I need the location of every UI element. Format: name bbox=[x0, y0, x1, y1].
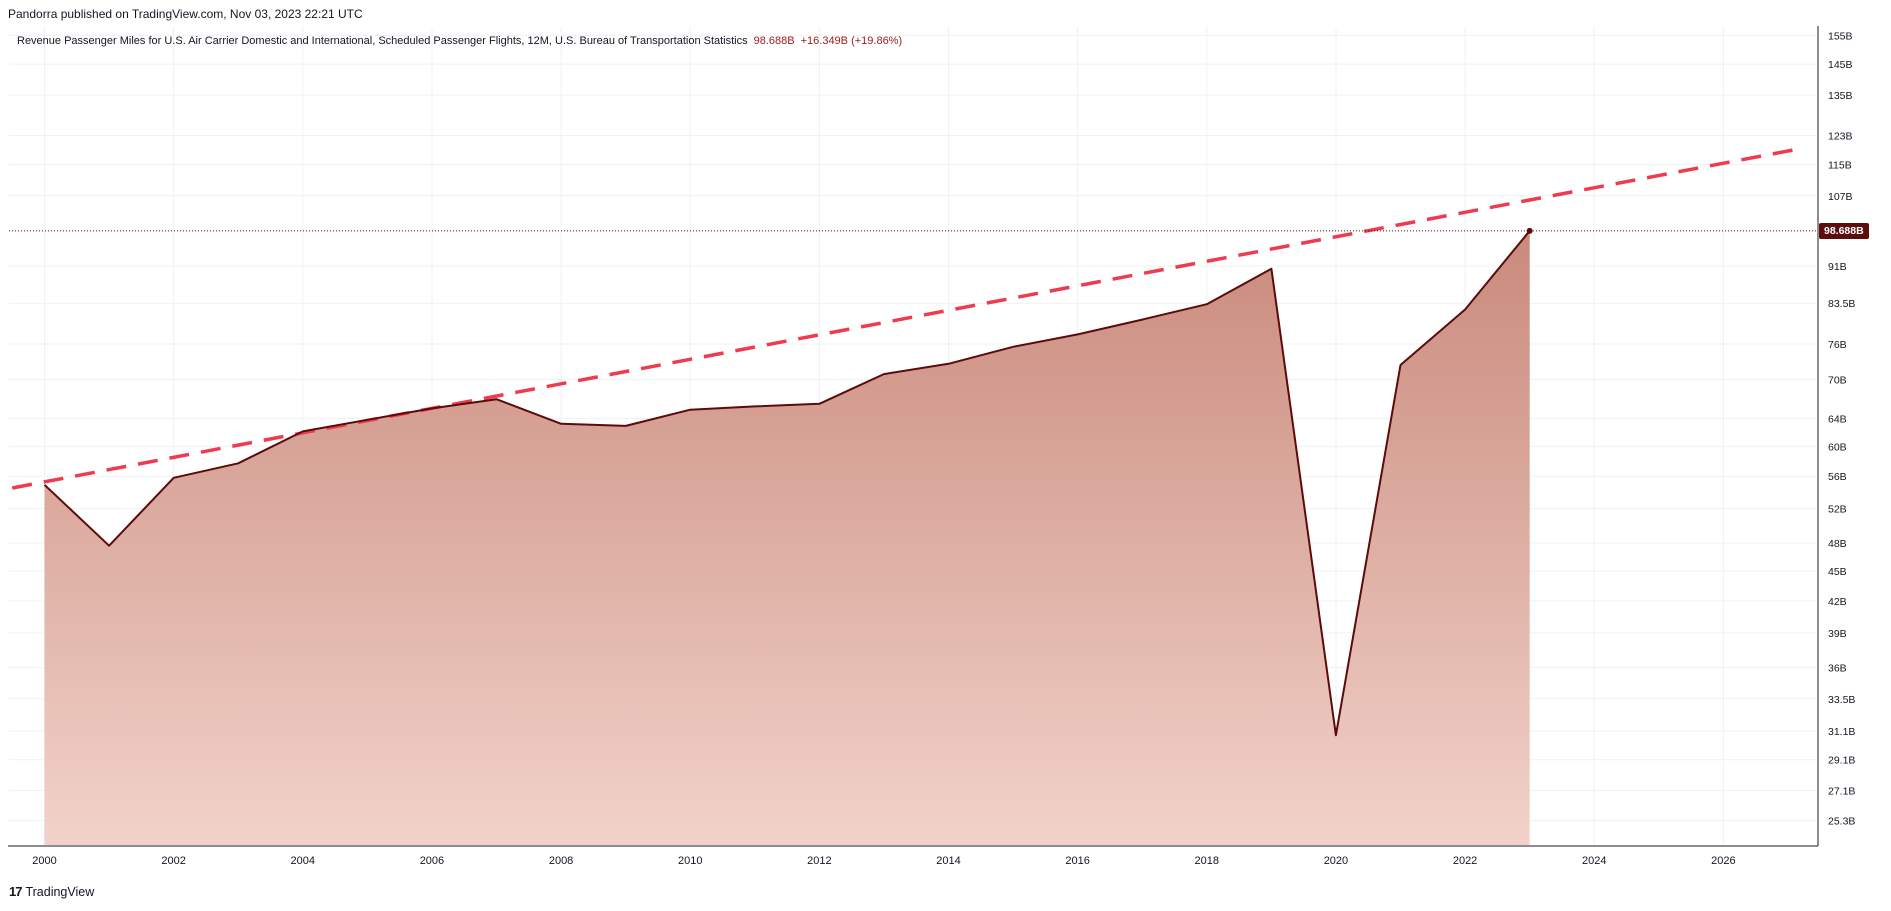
x-tick-label: 2022 bbox=[1453, 855, 1477, 867]
series-legend[interactable]: Revenue Passenger Miles for U.S. Air Car… bbox=[17, 35, 902, 47]
y-tick-label: 31.1B bbox=[1828, 726, 1855, 738]
y-axis[interactable]: 155B 145B 135B 123B 115B 107B 91B 83.5B 76B 70B 64… bbox=[1828, 30, 1855, 827]
y-tick-label: 52B bbox=[1828, 503, 1847, 515]
series-line-path bbox=[43, 230, 1531, 737]
y-tick-label: 115B bbox=[1828, 160, 1852, 172]
series-points bbox=[44, 227, 1533, 736]
legend-change: +16.349B (+19.86%) bbox=[800, 35, 903, 47]
x-tick-label: 2006 bbox=[420, 855, 444, 867]
y-tick-label: 107B bbox=[1828, 191, 1853, 203]
x-tick-label: 2008 bbox=[549, 855, 573, 867]
x-tick-label: 2018 bbox=[1195, 855, 1219, 867]
x-tick-label: 2010 bbox=[678, 855, 702, 867]
y-tick-label: 60B bbox=[1828, 441, 1847, 453]
y-tick-label: 70B bbox=[1828, 375, 1847, 387]
legend-title: Revenue Passenger Miles for U.S. Air Car… bbox=[17, 35, 748, 47]
trendline-path bbox=[11, 148, 1795, 490]
y-tick-label: 135B bbox=[1828, 90, 1853, 102]
x-tick-label: 2024 bbox=[1582, 855, 1606, 867]
x-tick-label: 2020 bbox=[1324, 855, 1348, 867]
y-tick-label: 76B bbox=[1828, 339, 1847, 351]
x-tick-label: 2014 bbox=[936, 855, 960, 867]
x-tick-label: 2004 bbox=[291, 855, 315, 867]
series-line bbox=[43, 230, 1531, 737]
y-tick-label: 33.5B bbox=[1828, 694, 1855, 706]
y-tick-label: 36B bbox=[1828, 663, 1847, 675]
y-tick-label: 145B bbox=[1828, 59, 1853, 71]
y-tick-label: 39B bbox=[1828, 628, 1847, 640]
y-tick-label: 64B bbox=[1828, 413, 1847, 425]
x-axis[interactable]: 2000 2002 2004 2006 2008 2010 2012 2014 2016 2018… bbox=[32, 855, 1735, 867]
x-tick-label: 2016 bbox=[1065, 855, 1089, 867]
y-tick-label: 155B bbox=[1828, 30, 1853, 42]
y-tick-label: 91B bbox=[1828, 261, 1847, 273]
x-tick-label: 2002 bbox=[161, 855, 185, 867]
legend-last-value: 98.688B bbox=[753, 35, 795, 47]
area-fill bbox=[44, 230, 1530, 846]
y-tick-label: 27.1B bbox=[1828, 786, 1855, 798]
footer-branding[interactable]: 17 TradingView bbox=[9, 884, 94, 899]
tradingview-logo-icon: 17 bbox=[9, 884, 23, 899]
y-tick-label: 29.1B bbox=[1828, 755, 1855, 767]
last-price-tag: 98.688B bbox=[1819, 222, 1869, 239]
x-tick-label: 2026 bbox=[1711, 855, 1735, 867]
area-path bbox=[44, 230, 1530, 846]
x-tick-label: 2012 bbox=[807, 855, 831, 867]
published-credit: Pandorra published on TradingView.com, N… bbox=[8, 7, 363, 21]
y-tick-label: 123B bbox=[1828, 130, 1853, 142]
y-tick-label: 42B bbox=[1828, 596, 1847, 608]
y-tick-label: 56B bbox=[1828, 471, 1847, 483]
last-data-point bbox=[1526, 227, 1533, 234]
y-tick-label: 45B bbox=[1828, 566, 1847, 578]
tradingview-brand: TradingView bbox=[25, 884, 95, 899]
y-tick-label: 25.3B bbox=[1828, 815, 1855, 827]
trend-line[interactable] bbox=[11, 148, 1795, 490]
x-tick-label: 2000 bbox=[32, 855, 56, 867]
y-tick-label: 83.5B bbox=[1828, 298, 1855, 310]
y-tick-label: 48B bbox=[1828, 538, 1847, 550]
